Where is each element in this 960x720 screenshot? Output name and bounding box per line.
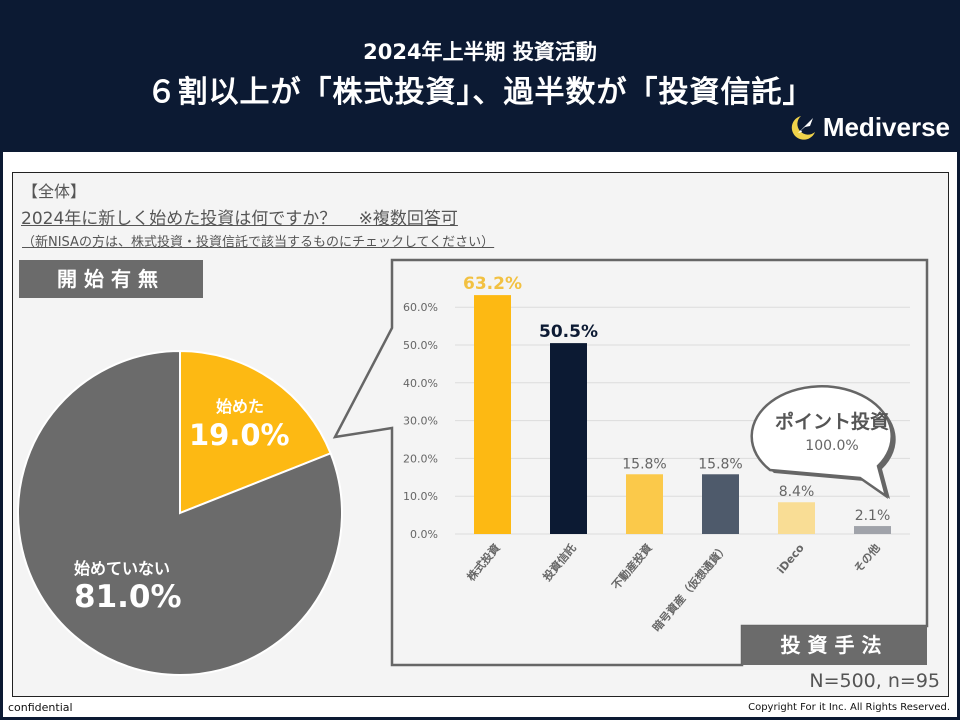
question-text: 2024年に新しく始めた投資は何ですか？ ※複数回答可 xyxy=(21,209,458,229)
pie-label-started: 始めた xyxy=(216,397,265,416)
pie-section-label: 開始有無 xyxy=(19,260,203,298)
header-banner: 2024年上半期 投資活動 ６割以上が「株式投資」、過半数が「投資信託」 Med… xyxy=(0,0,960,150)
y-tick-label: 40.0% xyxy=(403,377,438,390)
pie-label-not-started: 始めていない xyxy=(74,559,171,578)
brand-name: Mediverse xyxy=(822,112,950,142)
point-invest-bubble: ポイント投資 100.0% xyxy=(750,385,896,499)
bar-value-label: 15.8% xyxy=(622,456,666,472)
bar-value-label: 2.1% xyxy=(855,508,891,524)
pie-value-not-started: 81.0% xyxy=(74,579,182,615)
bar-value-label: 15.8% xyxy=(698,456,742,472)
report-subtitle: 2024年上半期 投資活動 xyxy=(363,40,597,64)
bubble-title: ポイント投資 xyxy=(775,410,889,433)
bar-value-label: 50.5% xyxy=(539,322,598,342)
pie-slice-1 xyxy=(17,349,343,676)
footer-bar xyxy=(3,697,957,717)
y-tick-label: 50.0% xyxy=(403,339,438,352)
y-tick-label: 10.0% xyxy=(403,490,438,503)
copyright-text: Copyright For it Inc. All Rights Reserve… xyxy=(748,702,950,713)
segment-tag: 【全体】 xyxy=(22,182,87,201)
brand-logo: Mediverse xyxy=(788,112,950,143)
rocket-moon-logo-icon xyxy=(791,115,815,140)
pie-chart xyxy=(17,349,343,676)
question-note: （新NISAの方は、株式投資・投資信託で該当するものにチェックしてください） xyxy=(22,235,495,250)
bubble-value: 100.0% xyxy=(805,438,858,454)
bar-4 xyxy=(778,502,815,534)
bar-3 xyxy=(702,474,739,534)
confidential-label: confidential xyxy=(8,701,73,714)
bubble-body xyxy=(750,385,893,499)
bar-value-label: 8.4% xyxy=(779,484,815,500)
pie-value-started: 19.0% xyxy=(189,418,290,452)
y-tick-label: 30.0% xyxy=(403,415,438,428)
bar-0 xyxy=(474,295,511,534)
pie-slice-0 xyxy=(179,349,332,515)
y-tick-label: 20.0% xyxy=(403,452,438,465)
y-tick-label: 0.0% xyxy=(410,528,438,541)
bar-2 xyxy=(626,474,663,534)
bar-1 xyxy=(550,343,587,534)
sample-size: N=500, n=95 xyxy=(809,670,940,692)
bar-5 xyxy=(854,526,891,534)
y-tick-label: 60.0% xyxy=(403,301,438,314)
bar-section-label: 投資手法 xyxy=(742,626,927,665)
report-title: ６割以上が「株式投資」、過半数が「投資信託」 xyxy=(146,75,814,110)
bar-value-label: 63.2% xyxy=(463,274,522,294)
